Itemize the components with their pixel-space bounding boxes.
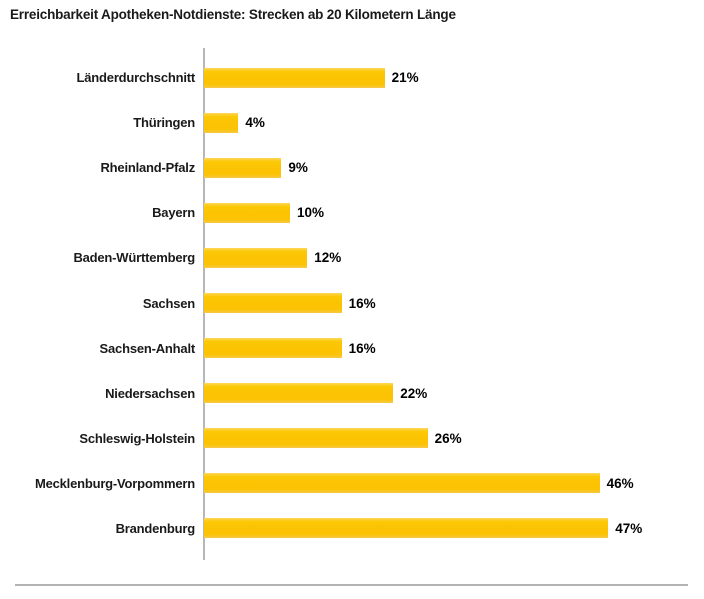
chart-row: Thüringen 4% — [0, 100, 704, 145]
bar-chart: Länderdurchschnitt 21% Thüringen 4% Rheinlan… — [0, 55, 704, 551]
bar-value: 9% — [288, 160, 308, 176]
bar — [204, 67, 385, 88]
bar — [204, 473, 600, 494]
chart-row: Sachsen-Anhalt 16% — [0, 326, 704, 371]
bar-label: Sachsen-Anhalt — [99, 340, 196, 356]
chart-row: Schleswig-Holstein 26% — [0, 416, 704, 461]
bar-value: 16% — [348, 295, 376, 311]
bar — [204, 157, 282, 178]
bar-value: 12% — [314, 250, 342, 266]
chart-row: Sachsen 16% — [0, 280, 704, 325]
chart-title: Erreichbarkeit Apotheken-Notdienste: Str… — [10, 7, 456, 22]
bar-value: 16% — [348, 340, 376, 356]
bar-label: Sachsen — [142, 295, 195, 311]
bar — [204, 247, 308, 268]
bar-value: 47% — [615, 520, 643, 536]
bar — [204, 202, 290, 223]
bar-label: Bayern — [152, 205, 195, 221]
bar — [204, 383, 394, 404]
bar-value: 26% — [434, 430, 462, 446]
bar-label: Schleswig-Holstein — [79, 430, 195, 446]
bar-label: Baden-Württemberg — [73, 250, 195, 266]
bar-value: 10% — [297, 205, 325, 221]
bar-label: Thüringen — [133, 115, 195, 131]
bar-value: 21% — [391, 70, 419, 86]
chart-row: Bayern 10% — [0, 190, 704, 235]
chart-row: Mecklenburg-Vorpommern 46% — [0, 461, 704, 506]
bar-label: Brandenburg — [115, 520, 196, 536]
bar-value: 4% — [245, 115, 265, 131]
bar — [204, 428, 428, 449]
bar-value: 22% — [400, 385, 428, 401]
bar-label: Mecklenburg-Vorpommern — [34, 475, 195, 491]
bar-label: Länderdurchschnitt — [76, 70, 196, 86]
bar-label: Rheinland-Pfalz — [100, 160, 195, 176]
bar — [204, 112, 239, 133]
bar-label: Niedersachsen — [105, 385, 195, 401]
bottom-divider — [15, 584, 688, 586]
bar-value: 46% — [606, 475, 634, 491]
chart-row: Brandenburg 47% — [0, 506, 704, 551]
bar — [204, 518, 609, 539]
chart-row: Länderdurchschnitt 21% — [0, 55, 704, 100]
chart-row: Niedersachsen 22% — [0, 371, 704, 416]
bar — [204, 338, 342, 359]
chart-row: Rheinland-Pfalz 9% — [0, 145, 704, 190]
chart-row: Baden-Württemberg 12% — [0, 235, 704, 280]
bar — [204, 293, 342, 314]
